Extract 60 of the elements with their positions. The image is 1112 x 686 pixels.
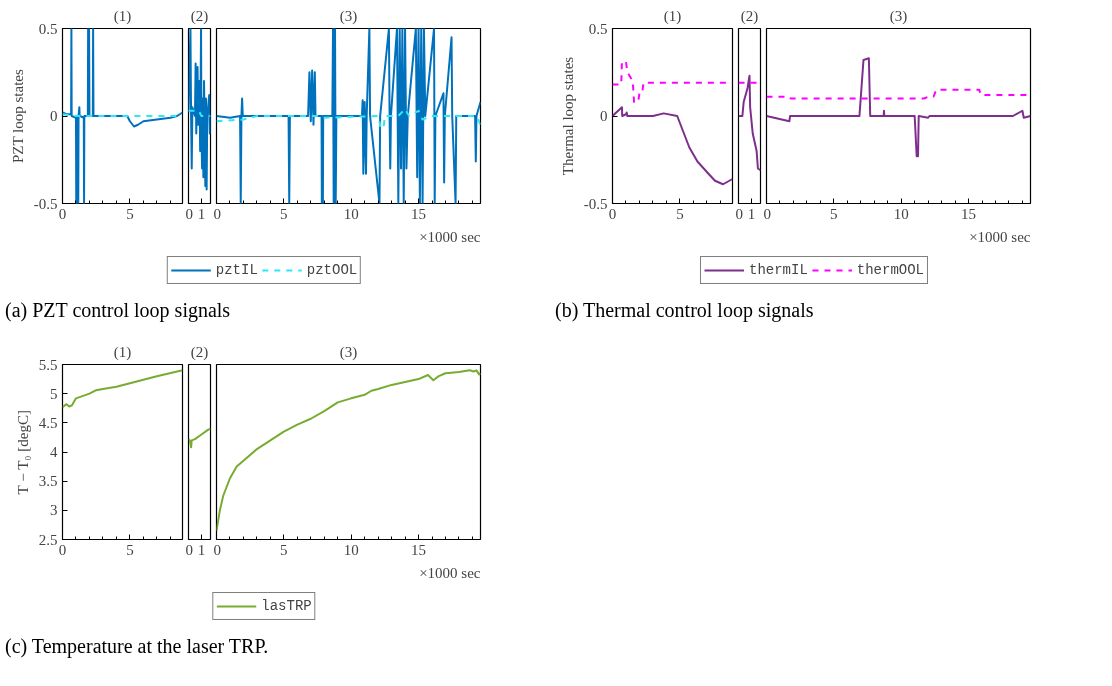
chart-title: (3): [339, 343, 358, 361]
legend-label: lasTRP: [261, 597, 312, 614]
y-axis-title: PZT loop states: [9, 69, 26, 164]
y-tick-label: 3.5: [38, 472, 58, 489]
text: (b) Thermal control loop signals: [555, 298, 814, 324]
x-tick-label: 10: [893, 205, 909, 222]
y-tick-label: -0.5: [33, 195, 58, 212]
y-tick-label: 2.5: [38, 531, 58, 548]
y-tick-label: 0: [600, 108, 608, 124]
line-series: [62, 28, 183, 204]
legend-label: pztIL: [215, 262, 258, 278]
x-tick-label: 5: [676, 205, 684, 222]
x-tick-label: 0: [735, 205, 743, 222]
y-tick-label: -0.5: [583, 195, 608, 212]
x-tick-label: 10: [343, 205, 359, 222]
x-tick-label: 1: [197, 205, 206, 222]
y-tick-label: 4: [50, 443, 58, 460]
x-tick-label: 15: [961, 205, 977, 222]
y-tick-label: 0.5: [588, 20, 608, 37]
x-tick-label: 15: [411, 541, 427, 558]
y-tick-label: 0: [50, 108, 58, 124]
y-tick-label: 4.5: [38, 414, 58, 431]
y-axis-title: Thermal loop states: [559, 56, 576, 176]
chart-title: (1): [113, 7, 132, 25]
x-tick-label: 0: [213, 541, 221, 558]
x-tick-label: 1: [747, 205, 756, 222]
x-tick-label: 5: [280, 541, 288, 558]
x-tick-label: 5: [280, 205, 288, 222]
y-tick-label: 5.5: [38, 356, 58, 373]
x-tick-label: 5: [126, 541, 134, 558]
chart-title: (3): [889, 7, 908, 25]
x-tick-label: 0: [185, 541, 193, 558]
x-tick-label: 5: [126, 205, 134, 222]
x-tick-label: 0: [185, 205, 193, 222]
x-tick-label: 5: [830, 205, 838, 222]
chart-title: (2): [190, 7, 209, 25]
legend-label: thermIL: [748, 262, 808, 278]
x-axis-title: ×1000 sec: [419, 228, 481, 245]
line-series: [62, 368, 183, 408]
y-tick-label: 5: [50, 385, 58, 402]
y-tick-label: 3: [50, 501, 58, 518]
chart-title: (1): [663, 7, 682, 25]
chart-title: (2): [190, 343, 209, 361]
chart-title: (3): [339, 7, 358, 25]
legend-label: thermOOL: [856, 262, 925, 278]
text: (a) PZT control loop signals: [5, 298, 231, 324]
text: (c) Temperature at the laser TRP.: [5, 633, 269, 660]
x-axis-title: ×1000 sec: [419, 564, 481, 581]
legend-label: pztOOL: [306, 262, 358, 278]
x-tick-label: 1: [197, 541, 206, 558]
x-tick-label: 0: [213, 205, 221, 222]
chart-title: (1): [113, 343, 132, 361]
x-tick-label: 0: [763, 205, 771, 222]
x-tick-label: 15: [411, 205, 427, 222]
chart-title: (2): [740, 7, 759, 25]
y-axis-title: T − T₀ [degC]: [14, 409, 31, 495]
line-series: [612, 106, 733, 186]
y-tick-label: 0.5: [38, 20, 58, 37]
x-axis-title: ×1000 sec: [969, 228, 1031, 245]
x-tick-label: 10: [343, 541, 359, 558]
